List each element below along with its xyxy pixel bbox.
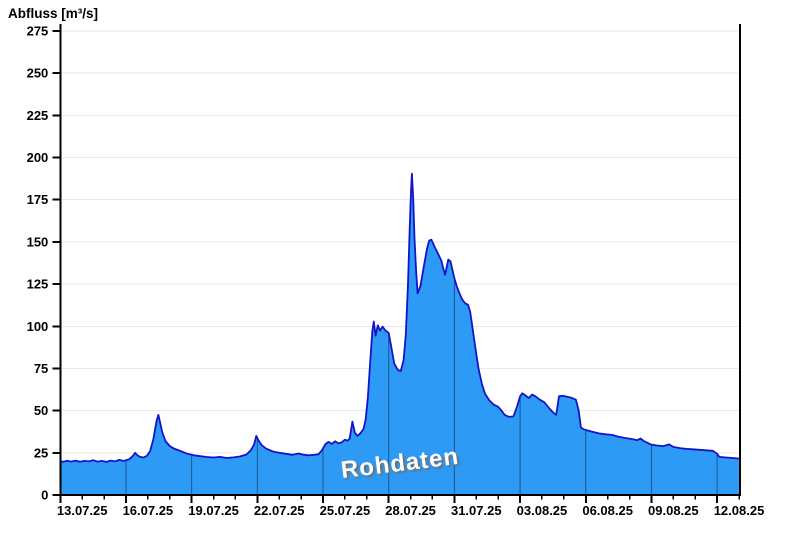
x-tick-label: 28.07.25	[385, 503, 436, 518]
x-tick-label: 13.07.25	[57, 503, 108, 518]
x-tick-label: 31.07.25	[451, 503, 502, 518]
x-tick-label: 12.08.25	[714, 503, 765, 518]
y-tick-label: 250	[27, 66, 49, 81]
y-tick-label: 25	[34, 445, 48, 460]
y-tick-label: 275	[27, 23, 49, 38]
y-tick-label: 50	[34, 403, 48, 418]
x-tick-label: 19.07.25	[188, 503, 239, 518]
discharge-area-fill	[60, 173, 741, 495]
discharge-curve-line	[60, 172, 740, 463]
y-tick-label: 125	[27, 277, 49, 292]
x-tick-label: 22.07.25	[254, 503, 305, 518]
y-axis-title: Abfluss [m³/s]	[8, 6, 99, 21]
y-tick-label: 200	[27, 150, 49, 165]
x-tick-label: 25.07.25	[320, 503, 371, 518]
y-tick-label: 0	[41, 488, 48, 503]
y-tick-label: 225	[27, 108, 49, 123]
y-tick-label: 100	[27, 319, 49, 334]
x-tick-label: 03.08.25	[517, 503, 568, 518]
y-tick-label: 175	[27, 192, 49, 207]
y-tick-label: 75	[34, 361, 48, 376]
x-tick-label: 09.08.25	[648, 503, 699, 518]
x-tick-label: 16.07.25	[123, 503, 174, 518]
x-tick-label: 06.08.25	[582, 503, 633, 518]
y-tick-label: 150	[27, 234, 49, 249]
